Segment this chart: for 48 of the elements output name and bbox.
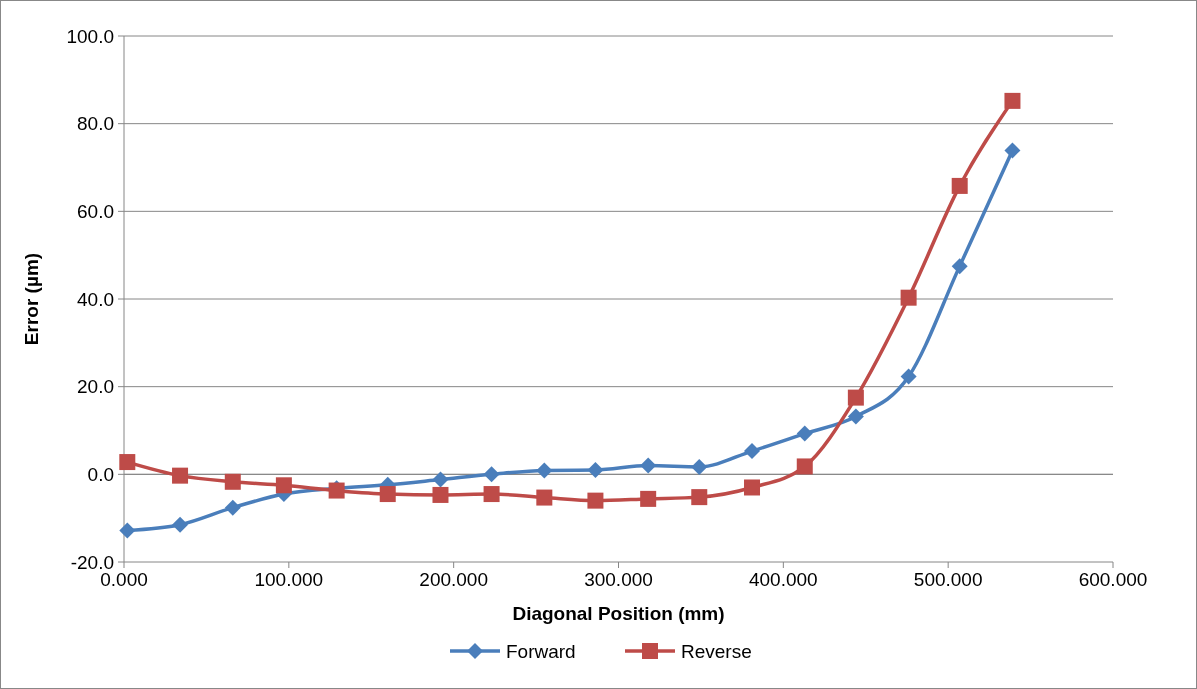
x-tick-label: 200.000 <box>419 569 489 590</box>
x-tick-label: 500.000 <box>913 569 983 590</box>
x-tick-label: 600.000 <box>1078 569 1148 590</box>
point <box>796 458 813 475</box>
x-tick-label: 100.000 <box>254 569 324 590</box>
y-tick-label: 20.0 <box>77 376 114 398</box>
point <box>379 486 396 503</box>
point <box>744 479 761 496</box>
point <box>536 489 553 506</box>
point <box>172 516 189 533</box>
point <box>172 467 189 484</box>
legend-label: Forward <box>506 640 576 662</box>
point <box>119 522 136 539</box>
point <box>587 492 604 509</box>
point <box>224 473 241 490</box>
point <box>483 466 500 483</box>
point <box>1004 92 1021 109</box>
legend-label: Reverse <box>681 640 752 662</box>
point <box>847 408 864 425</box>
point <box>900 368 917 385</box>
y-tick-label: 100.0 <box>66 25 114 47</box>
point <box>691 489 708 506</box>
point <box>744 443 761 460</box>
point <box>951 177 968 194</box>
point <box>640 490 657 507</box>
point <box>640 457 657 474</box>
point <box>587 461 604 478</box>
x-axis-title: Diagonal Position (mm) <box>512 603 725 624</box>
point <box>224 499 241 516</box>
point <box>536 462 553 479</box>
point <box>951 258 968 275</box>
point <box>483 486 500 503</box>
point <box>275 477 292 494</box>
y-tick-label: 80.0 <box>77 113 114 135</box>
point <box>796 425 813 442</box>
y-tick-label: 0.0 <box>87 463 114 485</box>
point <box>432 471 449 488</box>
y-tick-label: 40.0 <box>77 288 114 310</box>
y-axis-title: Error (µm) <box>21 252 42 346</box>
point <box>691 458 708 475</box>
point <box>432 486 449 503</box>
point <box>847 389 864 406</box>
point <box>1004 142 1021 159</box>
x-tick-label: 300.000 <box>584 569 653 590</box>
point <box>119 454 136 471</box>
x-tick-label: 400.000 <box>748 569 818 590</box>
point <box>900 289 917 306</box>
y-tick-label: 60.0 <box>77 200 114 222</box>
